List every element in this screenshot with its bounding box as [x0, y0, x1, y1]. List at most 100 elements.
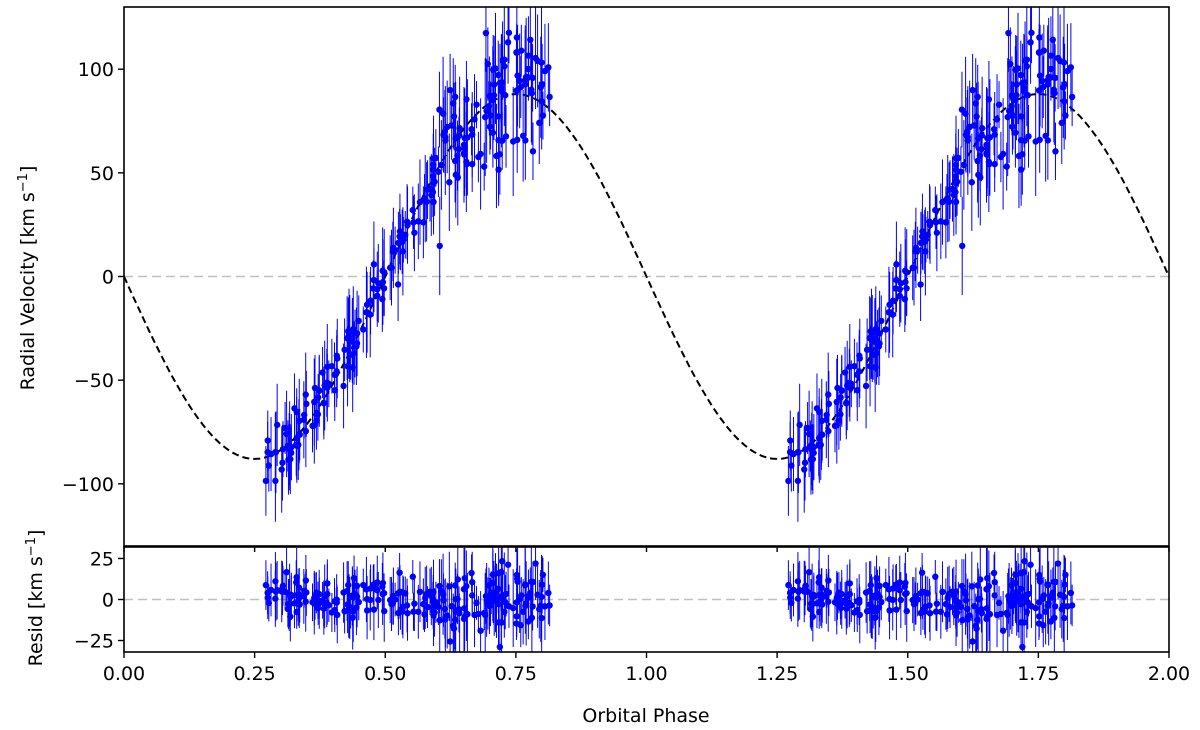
resid-series-cycle-1: [785, 547, 1076, 652]
resid-point: [415, 608, 422, 615]
rv-point: [451, 93, 459, 101]
resid-ytick-label: −25: [74, 631, 114, 653]
main-ytick-label: −100: [62, 474, 114, 496]
rv-point: [1054, 54, 1062, 62]
xtick-label: 0.50: [364, 663, 406, 685]
resid-point: [284, 605, 292, 613]
resid-point: [349, 614, 356, 621]
rv-point: [1020, 88, 1028, 95]
resid-point: [262, 581, 270, 589]
main-series-cycle-0: [262, 7, 553, 522]
rv-point: [901, 267, 909, 275]
rv-point: [958, 106, 966, 113]
resid-point: [483, 596, 490, 604]
resid-point: [363, 607, 371, 614]
rv-point: [353, 340, 361, 347]
rv-point: [331, 371, 338, 378]
rv-point: [416, 198, 424, 206]
rv-point: [977, 174, 984, 181]
rv-point: [493, 152, 500, 160]
rv-point: [262, 477, 270, 485]
main-ylabel-close: ]: [17, 166, 39, 173]
resid-point: [389, 600, 397, 607]
resid-point: [374, 587, 381, 594]
rv-point: [468, 160, 476, 168]
resid-point: [546, 602, 553, 609]
rv-point: [505, 29, 513, 36]
resid-point: [279, 585, 286, 592]
rv-point: [499, 57, 506, 64]
rv-point: [388, 264, 395, 271]
rv-point: [302, 427, 310, 435]
rv-point: [436, 106, 443, 113]
rv-point: [435, 168, 442, 175]
resid-point: [974, 582, 981, 589]
rv-point: [468, 126, 475, 133]
rv-point: [409, 206, 416, 214]
resid-point: [315, 590, 323, 598]
resid-point: [410, 608, 417, 615]
rv-point: [400, 236, 407, 243]
rv-point: [785, 477, 792, 485]
resid-point: [937, 608, 945, 615]
rv-point: [1067, 64, 1075, 71]
rv-point: [502, 133, 510, 140]
rv-point: [932, 219, 940, 226]
rv-point: [862, 382, 870, 390]
rv-point: [801, 466, 808, 473]
rv-point: [410, 219, 417, 226]
resid-point: [265, 599, 273, 607]
rv-point: [498, 88, 505, 95]
rv-point: [411, 229, 418, 236]
rv-point: [882, 326, 889, 333]
rv-point: [375, 279, 382, 287]
resid-point: [334, 611, 341, 619]
resid-point: [889, 596, 896, 604]
resid-point: [993, 611, 1001, 619]
resid-point: [461, 605, 468, 612]
resid-point: [893, 606, 900, 613]
resid-point: [328, 609, 336, 616]
resid-point: [1050, 578, 1058, 585]
resid-point: [516, 596, 523, 603]
resid-point: [340, 589, 347, 596]
resid-point: [451, 582, 459, 589]
xtick-label: 0.75: [495, 663, 537, 685]
rv-point: [529, 74, 536, 82]
resid-point: [468, 569, 475, 577]
resid-point: [991, 592, 998, 599]
rv-point: [1021, 137, 1028, 144]
rv-point: [926, 221, 934, 229]
rv-point: [1021, 57, 1029, 64]
resid-point: [288, 593, 295, 600]
resid-point: [528, 578, 535, 585]
resid-point: [409, 573, 416, 580]
rv-point: [334, 355, 341, 362]
resid-point: [477, 627, 484, 634]
rv-point: [986, 134, 994, 141]
rv-point: [483, 107, 490, 115]
resid-point: [504, 561, 512, 568]
rv-point: [293, 442, 301, 449]
rv-point: [528, 86, 535, 93]
rv-point: [321, 382, 328, 389]
rv-point: [516, 77, 523, 85]
resid-point: [944, 594, 951, 602]
rv-point: [404, 221, 411, 229]
main-ytick-label: 50: [90, 163, 114, 185]
xtick-label: 1.50: [887, 663, 929, 685]
resid-point: [1014, 589, 1022, 596]
main-series-cycle-1: [785, 7, 1076, 522]
resid-point: [283, 568, 290, 576]
resid-point: [843, 593, 851, 600]
rv-point: [471, 116, 478, 123]
rv-point: [545, 64, 552, 71]
rv-point: [843, 399, 850, 407]
rv-point: [788, 462, 795, 469]
resid-point: [843, 605, 850, 612]
resid-point: [345, 605, 352, 613]
rv-point: [912, 248, 919, 255]
rv-point: [314, 411, 322, 418]
rv-point: [513, 87, 520, 94]
rv-point: [816, 442, 823, 449]
